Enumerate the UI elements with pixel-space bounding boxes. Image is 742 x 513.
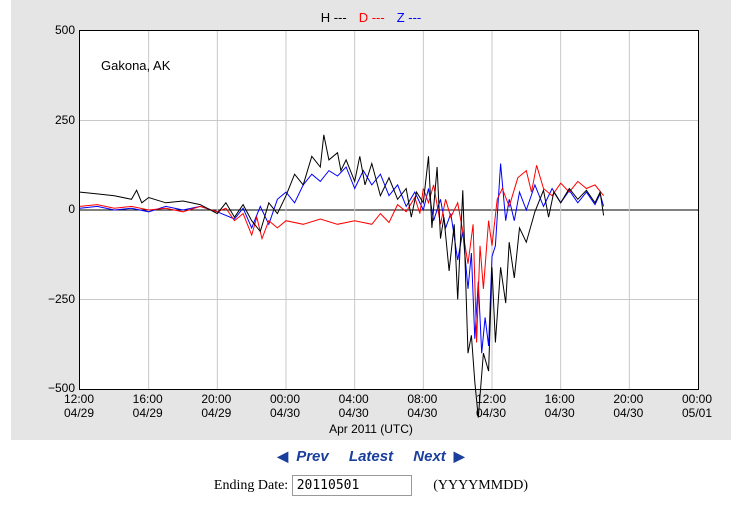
prev-link[interactable]: Prev: [296, 448, 329, 465]
legend-item: Z ---: [397, 10, 422, 25]
y-tick-label: 500: [35, 23, 75, 37]
prev-arrow-icon[interactable]: ◀: [277, 448, 288, 464]
plot-area: [79, 30, 699, 390]
nav-row: ◀ Prev Latest Next ▶: [0, 448, 742, 465]
next-arrow-icon[interactable]: ▶: [454, 448, 465, 464]
x-tick-label: 16:0004/29: [133, 392, 163, 421]
legend-item: D ---: [359, 10, 385, 25]
date-form: Ending Date: (YYYYMMDD): [0, 475, 742, 496]
x-tick-label: 08:0004/30: [407, 392, 437, 421]
x-axis-label: Apr 2011 (UTC): [11, 422, 731, 436]
x-tick-label: 12:0004/29: [64, 392, 94, 421]
x-tick-label: 00:0004/30: [270, 392, 300, 421]
chart-title: Gakona, AK: [101, 58, 170, 73]
y-tick-label: 250: [35, 113, 75, 127]
latest-link[interactable]: Latest: [349, 448, 393, 465]
y-tick-label: −250: [35, 292, 75, 306]
x-tick-label: 00:0005/01: [682, 392, 712, 421]
chart-traces: [80, 31, 698, 389]
x-tick-label: 12:0004/30: [476, 392, 506, 421]
chart-container: H ---D ---Z --- Magnetic Variation (nT) …: [0, 0, 742, 496]
date-format-hint: (YYYYMMDD): [433, 478, 528, 493]
ending-date-label: Ending Date:: [214, 478, 288, 493]
ending-date-input[interactable]: [292, 475, 412, 496]
x-tick-label: 20:0004/29: [201, 392, 231, 421]
y-tick-label: 0: [35, 202, 75, 216]
x-tick-label: 04:0004/30: [339, 392, 369, 421]
legend-item: H ---: [321, 10, 347, 25]
next-link[interactable]: Next: [413, 448, 446, 465]
x-tick-label: 20:0004/30: [613, 392, 643, 421]
x-tick-label: 16:0004/30: [545, 392, 575, 421]
chart-background: H ---D ---Z --- Magnetic Variation (nT) …: [11, 0, 731, 440]
chart-legend: H --- D --- Z ---: [11, 10, 731, 25]
